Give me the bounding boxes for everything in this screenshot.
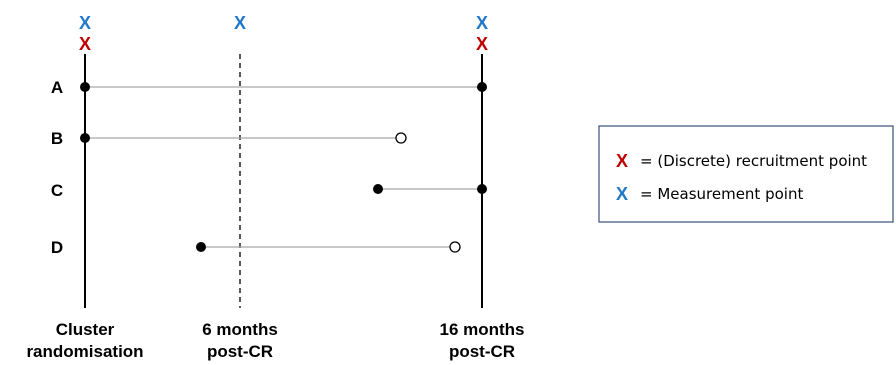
timepoint-label-sixteen-months-line1: 16 months <box>439 320 524 339</box>
row-label-d: D <box>51 238 63 257</box>
row-label-c: C <box>51 181 63 200</box>
legend-measurement-marker: X <box>616 184 628 204</box>
recruitment-marker-sixteen-months: X <box>476 34 488 54</box>
measurement-marker-cluster: X <box>79 13 91 33</box>
legend-measurement-text: = Measurement point <box>640 185 803 203</box>
row-a-start-filled <box>80 82 90 92</box>
legend-box <box>598 125 894 223</box>
row-c-start-filled <box>373 184 383 194</box>
row-d-start-filled <box>196 242 206 252</box>
row-d-end-open <box>449 241 461 253</box>
legend: X = (Discrete) recruitment point X = Mea… <box>598 125 894 223</box>
recruitment-marker-cluster: X <box>79 34 91 54</box>
timepoint-label-cluster-line2: randomisation <box>26 342 143 361</box>
timepoint-label-cluster-line1: Cluster <box>56 320 115 339</box>
timepoint-label-sixteen-months-line2: post-CR <box>449 342 515 361</box>
row-b-end-open <box>395 132 407 144</box>
row-label-b: B <box>51 129 63 148</box>
timepoint-label-six-months-line1: 6 months <box>202 320 278 339</box>
legend-recruitment-text: = (Discrete) recruitment point <box>640 152 867 170</box>
row-label-a: A <box>51 78 63 97</box>
timepoint-label-six-months-line2: post-CR <box>207 342 273 361</box>
measurement-marker-six-months: X <box>234 13 246 33</box>
row-a-end-filled <box>477 82 487 92</box>
row-b-start-filled <box>80 133 90 143</box>
row-c-end-filled <box>477 184 487 194</box>
measurement-marker-sixteen-months: X <box>476 13 488 33</box>
legend-recruitment-marker: X <box>616 151 628 171</box>
